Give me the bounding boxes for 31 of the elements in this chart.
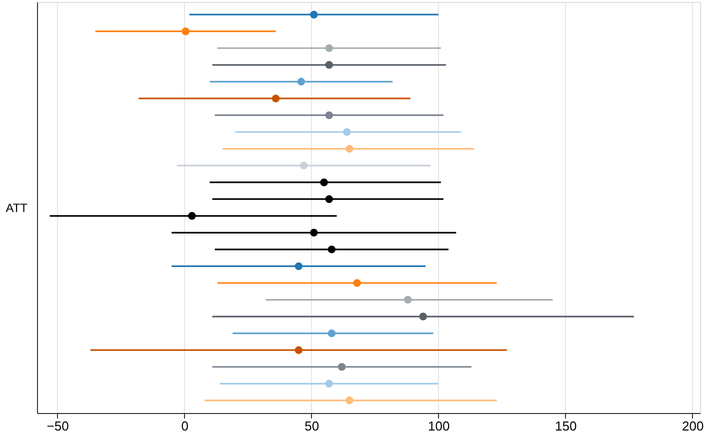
point: [300, 162, 308, 170]
x-tick-label: 200: [682, 418, 704, 434]
y-axis-title: ATT: [6, 201, 28, 215]
point: [353, 279, 361, 287]
point: [325, 195, 333, 203]
point: [325, 111, 333, 120]
point: [294, 346, 303, 354]
point: [343, 128, 351, 136]
point: [188, 212, 196, 220]
point: [272, 94, 280, 102]
x-tick-label: 0: [181, 418, 188, 434]
x-tick-label: −50: [46, 418, 69, 434]
point: [419, 312, 427, 320]
point: [325, 44, 333, 52]
point: [328, 329, 336, 338]
point: [346, 144, 354, 153]
x-tick-label: 150: [555, 418, 577, 434]
point: [182, 27, 190, 36]
x-tick-label: 100: [428, 418, 450, 434]
point: [404, 296, 412, 304]
point: [310, 10, 318, 18]
point: [294, 262, 303, 270]
point: [328, 246, 336, 254]
x-tick-label: 50: [304, 418, 320, 434]
point: [346, 396, 354, 404]
point: [310, 228, 318, 237]
point: [320, 178, 328, 186]
point: [297, 78, 306, 86]
point: [325, 61, 333, 69]
point: [325, 380, 333, 388]
point: [338, 363, 346, 371]
